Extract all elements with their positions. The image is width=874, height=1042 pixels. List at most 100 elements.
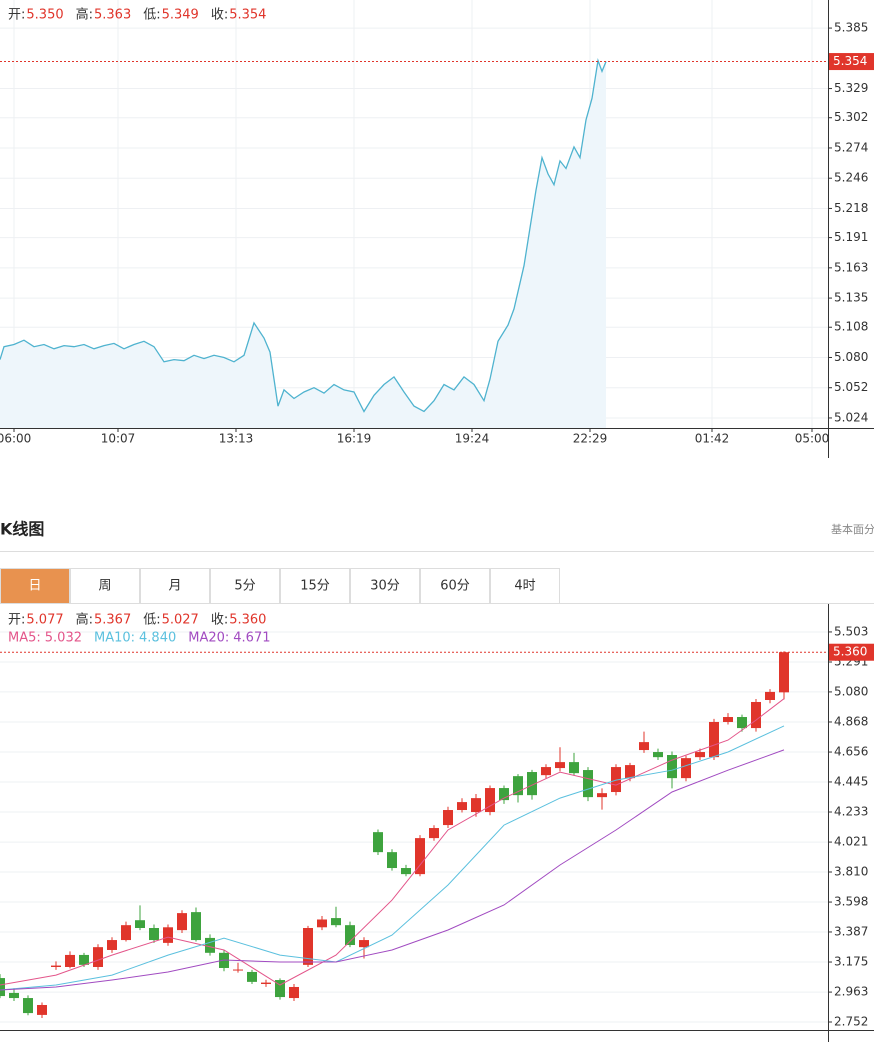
- candle-body: [765, 691, 775, 700]
- legend-label: MA5:: [8, 631, 41, 646]
- candle-body: [653, 752, 663, 758]
- tab-label[interactable]: 月: [168, 579, 181, 594]
- tab-label[interactable]: 5分: [234, 579, 255, 594]
- tab-label[interactable]: 30分: [370, 579, 400, 594]
- tab-label[interactable]: 15分: [300, 579, 330, 594]
- candle-body: [65, 954, 75, 967]
- tab-bg[interactable]: [140, 568, 210, 604]
- price-line: [0, 57, 607, 413]
- last-price-label: 5.360: [833, 645, 867, 659]
- tab-bg[interactable]: [280, 568, 350, 604]
- tab-label[interactable]: 4时: [514, 579, 535, 594]
- last-price-box: [829, 53, 874, 71]
- tab-label[interactable]: 日: [28, 579, 41, 594]
- header-value: 5.367: [94, 613, 131, 628]
- candle-body: [261, 982, 271, 985]
- candle-body: [9, 992, 19, 999]
- candle-body: [401, 868, 411, 875]
- candle-body: [709, 721, 719, 758]
- candle-body: [149, 928, 159, 941]
- y-tick-label: 3.598: [834, 895, 868, 909]
- candle-body: [737, 717, 747, 729]
- y-tick-label: 5.274: [834, 140, 868, 154]
- header-value: 5.027: [162, 613, 199, 628]
- candle-body: [485, 788, 495, 813]
- candle-body: [289, 986, 299, 999]
- candle-body: [695, 752, 705, 758]
- candle-body: [723, 717, 733, 722]
- x-tick-label: 16:19: [337, 432, 372, 446]
- tab-label[interactable]: 周: [98, 579, 111, 594]
- plot: [0, 631, 828, 1023]
- x-tick-label: 06:00: [0, 432, 31, 446]
- candle-body: [107, 940, 117, 950]
- y-tick-label: 5.191: [834, 230, 868, 244]
- x-tick-label: 05:00: [795, 432, 830, 446]
- header-label: 高:: [76, 612, 93, 628]
- x-tick-label: 01:42: [695, 432, 730, 446]
- candle-body: [387, 852, 397, 869]
- header-label: 收:: [211, 8, 228, 23]
- y-tick-label: 5.024: [834, 410, 868, 424]
- candle-body: [457, 802, 467, 811]
- legend-value: 5.032: [45, 631, 82, 646]
- header-label: 低:: [143, 8, 160, 23]
- tab-bg[interactable]: [210, 568, 280, 604]
- y-tick-label: 5.246: [834, 171, 868, 185]
- candle-body: [163, 927, 173, 943]
- candle-body: [51, 965, 61, 967]
- y-tick-label: 2.963: [834, 985, 868, 999]
- candle-body: [443, 810, 453, 826]
- tab-label[interactable]: 60分: [440, 579, 470, 594]
- y-tick-label: 5.503: [834, 624, 868, 638]
- price-area: [0, 60, 606, 428]
- y-tick-label: 4.445: [834, 774, 868, 788]
- candle-body: [751, 701, 761, 729]
- candle-body: [317, 919, 327, 928]
- y-tick-label: 5.052: [834, 380, 868, 394]
- candle-body: [23, 998, 33, 1014]
- last-price-label: 5.354: [833, 54, 867, 68]
- candle-body: [583, 770, 593, 798]
- header-value: 5.349: [162, 8, 199, 23]
- side-link[interactable]: 基本面分: [831, 522, 874, 536]
- legend-value: 4.840: [139, 631, 176, 646]
- candle-body: [37, 1004, 47, 1015]
- candle-body: [205, 937, 215, 953]
- y-tick-label: 4.868: [834, 714, 868, 728]
- header-value: 5.363: [94, 8, 131, 23]
- tab-bg[interactable]: [350, 568, 420, 604]
- y-tick-label: 5.385: [834, 21, 868, 35]
- candle-body: [79, 954, 89, 965]
- tab-bg[interactable]: [0, 568, 70, 604]
- y-tick-label: 5.329: [834, 81, 868, 95]
- y-tick-label: 5.135: [834, 291, 868, 305]
- candle-body: [429, 828, 439, 839]
- ma-line: [0, 749, 785, 991]
- legend-label: MA10:: [94, 631, 135, 646]
- x-tick-label: 10:07: [101, 432, 136, 446]
- y-tick-label: 5.080: [834, 350, 868, 364]
- y-tick-label: 4.233: [834, 805, 868, 819]
- tab-bg[interactable]: [70, 568, 140, 604]
- header-label: 开:: [8, 8, 25, 23]
- candle-body: [625, 765, 635, 779]
- y-tick-label: 5.108: [834, 320, 868, 334]
- candle-body: [247, 971, 257, 982]
- y-tick-label: 5.163: [834, 260, 868, 274]
- y-tick-label: 5.218: [834, 201, 868, 215]
- candle-body: [373, 832, 383, 853]
- header-label: 开:: [8, 613, 25, 628]
- candle-body: [779, 652, 789, 693]
- y-tick-label: 4.021: [834, 835, 868, 849]
- candle-body: [177, 913, 187, 931]
- candle-body: [639, 742, 649, 751]
- tab-bg[interactable]: [420, 568, 490, 604]
- tab-bg[interactable]: [490, 568, 560, 604]
- candle-body: [0, 978, 5, 997]
- candle-body: [359, 940, 369, 948]
- candle-body: [303, 928, 313, 965]
- y-tick-label: 5.302: [834, 110, 868, 124]
- y-tick-label: 3.387: [834, 924, 868, 938]
